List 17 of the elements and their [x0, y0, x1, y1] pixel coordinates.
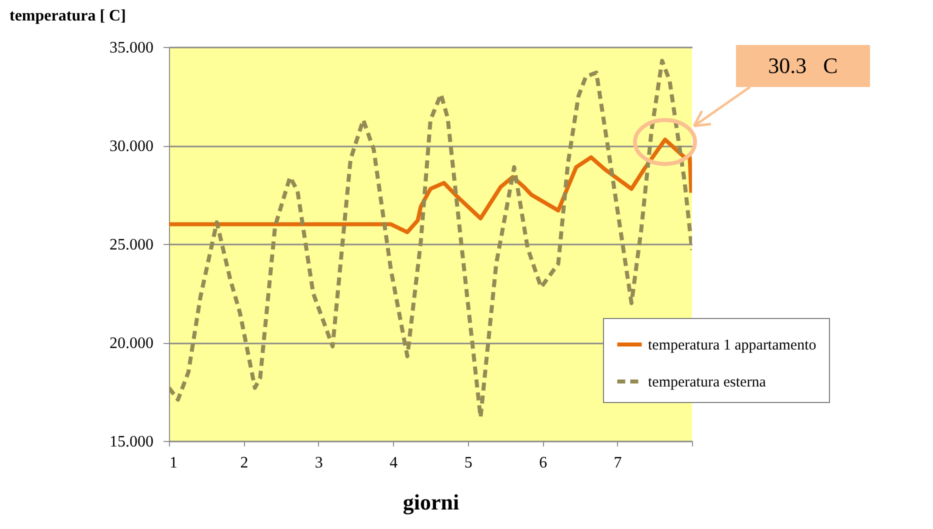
- x-tick-label: 5: [464, 454, 472, 472]
- legend-label: temperatura esterna: [648, 374, 766, 390]
- y-tick-label: 20.000: [110, 335, 154, 352]
- x-tick-label: 2: [240, 454, 248, 472]
- y-tick-label: 15.000: [110, 434, 154, 450]
- x-tick-label: 3: [314, 454, 323, 472]
- y-tick-label: 25.000: [110, 236, 154, 254]
- x-tick-label: 4: [390, 454, 398, 472]
- text: 30.3 C: [736, 45, 870, 87]
- x-tick-label: 1: [170, 454, 178, 472]
- y-tick-label: 35.000: [110, 40, 154, 56]
- y-axis-title: temperatura [ C]: [10, 8, 126, 24]
- legend-label: temperatura 1 appartamento: [648, 338, 816, 354]
- x-tick-label: 6: [539, 454, 548, 472]
- x-tick-label: 7: [614, 454, 622, 472]
- x-axis-title: giorni: [402, 490, 460, 514]
- y-tick-label: 30.000: [110, 138, 154, 155]
